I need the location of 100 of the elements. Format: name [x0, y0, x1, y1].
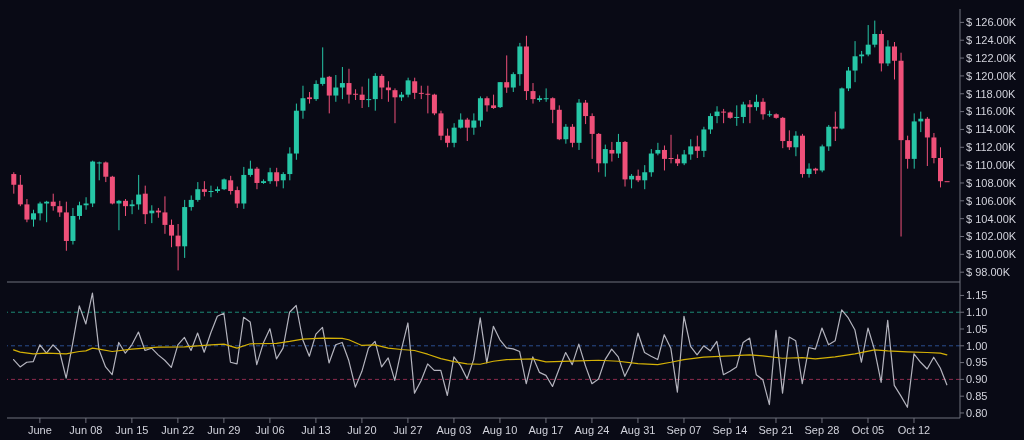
candlestick	[845, 66, 851, 92]
candlestick	[477, 95, 483, 128]
candlestick	[642, 164, 648, 190]
candlestick	[142, 185, 148, 225]
candlestick	[366, 78, 372, 108]
candlestick	[346, 68, 352, 105]
x-tick-label: Jun 22	[161, 423, 195, 436]
candlestick	[550, 96, 556, 124]
candlestick	[931, 132, 937, 164]
x-tick-label: Oct 05	[851, 423, 885, 436]
candlestick	[326, 75, 332, 114]
candlestick	[740, 101, 746, 124]
candlestick	[806, 162, 812, 179]
candlestick	[195, 181, 201, 203]
candlestick	[320, 46, 326, 87]
candlestick	[905, 135, 911, 170]
candlestick	[668, 134, 674, 164]
candlestick	[563, 123, 569, 145]
candlestick	[543, 87, 549, 103]
candlestick	[24, 198, 30, 223]
x-tick-label: Jul 20	[347, 423, 377, 436]
candlestick	[569, 123, 575, 148]
line-series	[12, 337, 948, 366]
candlestick	[852, 40, 858, 83]
candlestick	[707, 112, 713, 135]
candlestick	[734, 104, 740, 127]
x-tick-label: Oct 12	[897, 423, 931, 436]
candlestick	[504, 54, 510, 94]
x-tick-label: Aug 24	[574, 423, 610, 436]
y-tick-label: 1.05	[966, 322, 988, 335]
y-tick-label: $ 108.00K	[966, 176, 1017, 189]
candlestick	[747, 99, 753, 124]
candlestick	[287, 146, 293, 181]
x-tick-label: Aug 03	[436, 423, 472, 436]
candlestick	[471, 112, 477, 136]
candlestick	[872, 20, 878, 48]
candlestick	[162, 195, 168, 235]
y-tick-label: 0.85	[966, 390, 988, 403]
y-tick-label: 1.15	[966, 289, 988, 302]
candlestick	[353, 88, 359, 101]
candlestick	[484, 95, 490, 113]
x-tick-label: Sep 28	[804, 423, 840, 436]
candlestick	[865, 24, 871, 57]
candlestick	[359, 86, 365, 109]
y-tick-label: $ 98.00K	[966, 266, 1011, 279]
candlestick	[826, 124, 832, 152]
candlestick	[333, 74, 339, 103]
candlestick	[793, 130, 799, 157]
y-tick-label: $ 120.00K	[966, 69, 1017, 82]
x-tick-label: Jun 29	[207, 423, 241, 436]
candlestick	[412, 77, 418, 100]
candlestick	[83, 196, 89, 211]
candlestick	[530, 82, 536, 105]
y-tick-label: $ 122.00K	[966, 51, 1017, 64]
candlestick	[379, 73, 385, 100]
y-tick-label: $ 104.00K	[966, 212, 1017, 225]
candlestick	[924, 116, 930, 167]
candlestick	[313, 79, 319, 102]
y-tick-label: $ 118.00K	[966, 87, 1016, 100]
y-tick-label: $ 100.00K	[966, 248, 1017, 261]
candlestick	[891, 41, 897, 80]
candlestick	[254, 166, 260, 190]
y-tick-label: $ 126.00K	[966, 16, 1017, 29]
candlestick	[136, 174, 142, 211]
candlestick	[129, 199, 135, 215]
candlestick	[615, 133, 621, 159]
candlestick	[661, 145, 667, 171]
candlestick	[648, 148, 654, 178]
candlestick	[96, 161, 102, 181]
y-tick-label: $ 112.00K	[966, 141, 1016, 154]
candlestick	[37, 201, 43, 221]
candlestick	[451, 122, 457, 148]
x-tick-label: Jun 08	[69, 423, 103, 436]
candlestick	[786, 129, 792, 151]
candlestick	[721, 108, 727, 124]
candlestick	[234, 186, 240, 209]
x-tick-label: Jul 27	[393, 423, 423, 436]
candlestick	[208, 185, 214, 198]
y-tick-label: $ 102.00K	[966, 230, 1017, 243]
candlestick	[583, 99, 589, 125]
candlestick	[589, 112, 595, 160]
line-series	[12, 292, 948, 408]
candlestick	[274, 167, 280, 188]
candlestick	[425, 85, 431, 114]
y-tick-label: 1.10	[966, 306, 988, 319]
y-tick-label: 0.90	[966, 373, 988, 386]
y-tick-label: 1.00	[966, 339, 988, 352]
candlestick	[339, 66, 345, 100]
candlestick	[169, 219, 175, 248]
x-tick-label: Sep 14	[712, 423, 748, 436]
x-tick-label: Sep 21	[758, 423, 794, 436]
candlestick	[431, 93, 437, 116]
x-tick-label: Sep 07	[666, 423, 702, 436]
candlestick	[714, 105, 720, 124]
x-tick-label: Jun 15	[115, 423, 149, 436]
candlestick	[392, 87, 398, 124]
candlestick	[445, 128, 451, 148]
x-tick-label: Aug 17	[528, 423, 564, 436]
y-tick-label: 0.95	[966, 356, 988, 369]
candlestick	[694, 135, 700, 159]
